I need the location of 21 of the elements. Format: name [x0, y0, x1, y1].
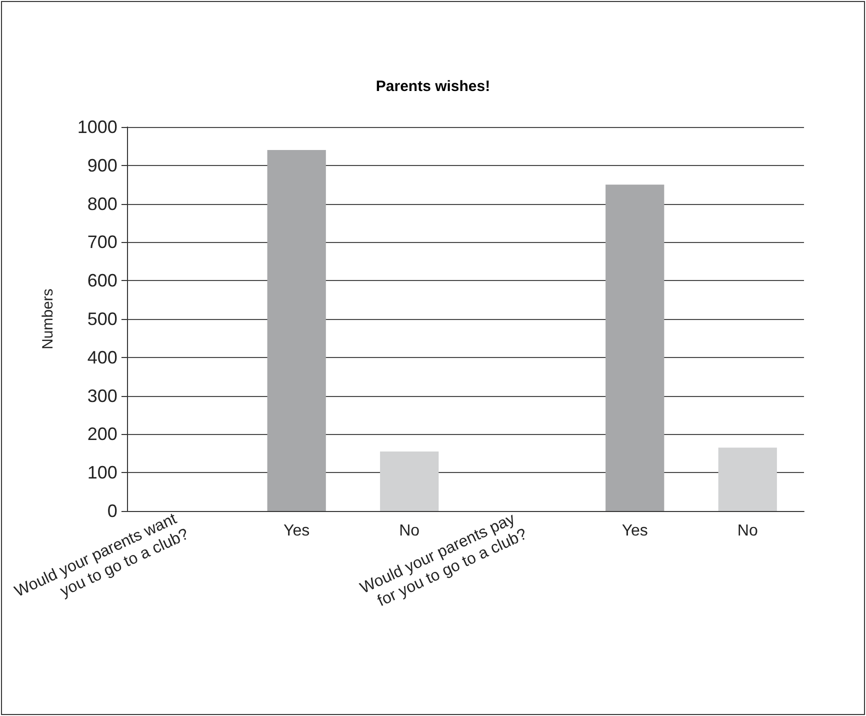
- bar: [267, 150, 326, 511]
- chart-title: Parents wishes!: [376, 78, 490, 95]
- y-tick-label: 900: [87, 155, 118, 176]
- bar: [718, 448, 777, 511]
- y-tick-label: 0: [107, 501, 118, 521]
- y-tick-label: 300: [87, 386, 118, 406]
- y-tick-label: 500: [87, 309, 118, 329]
- y-tick-label: 700: [87, 232, 118, 252]
- x-tick-label: No: [737, 522, 758, 540]
- y-tick-label: 400: [87, 347, 118, 368]
- y-tick-label: 600: [87, 270, 118, 291]
- y-tick-label: 1000: [77, 117, 118, 137]
- y-tick-label: 800: [87, 194, 118, 214]
- x-tick-label: Yes: [622, 522, 648, 540]
- y-axis-title: Numbers: [39, 288, 56, 350]
- y-tick-label: 200: [87, 424, 118, 444]
- x-tick-label: Yes: [284, 522, 310, 540]
- x-tick-label: No: [399, 522, 420, 540]
- bar: [606, 184, 664, 511]
- y-tick-label: 100: [87, 462, 118, 483]
- bar: [380, 451, 439, 511]
